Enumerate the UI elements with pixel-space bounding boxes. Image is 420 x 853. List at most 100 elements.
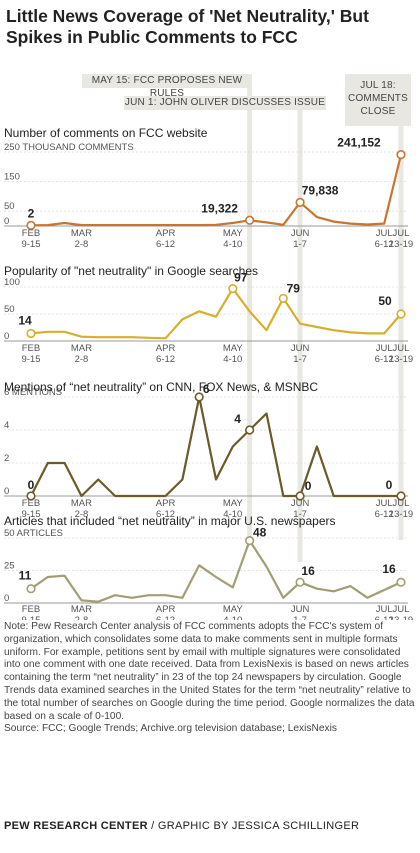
data-label-p1-1: 97 [234, 271, 248, 285]
y-tick-label-p3-2: 0 [4, 593, 9, 604]
y-tick-label-p2-1: 4 [4, 420, 9, 431]
note-body: Note: Pew Research Center analysis of FC… [4, 621, 415, 722]
data-point-p2-0 [26, 491, 36, 501]
x-tick-label-p3-4-1: 1-7 [293, 615, 307, 620]
source-text: Source: FCC; Google Trends; Archive.org … [4, 723, 337, 735]
data-label-p2-4: 0 [386, 478, 393, 492]
y-tick-label-p0-0: 250 THOUSAND COMMENTS [4, 142, 134, 153]
x-tick-label-p2-0-1: 9-15 [21, 509, 40, 520]
x-tick-label-p3-2-0: APR [156, 604, 176, 615]
y-tick-label-p3-1: 25 [4, 561, 15, 572]
panel-title-comments: Number of comments on FCC website [4, 126, 208, 140]
data-label-p0-3: 241,152 [337, 136, 381, 150]
x-tick-label-p3-6-1: 13-19 [389, 615, 413, 620]
x-tick-label-p0-4-1: 1-7 [293, 239, 307, 250]
x-tick-label-p2-2-0: APR [156, 498, 176, 509]
data-point-p0-3 [396, 150, 406, 160]
panel-title-tv: Mentions of “net neutrality” on CNN, FOX… [4, 380, 319, 394]
x-tick-label-p2-2-1: 6-12 [156, 509, 175, 520]
panel-title-newspapers: Articles that included “net neutrality” … [4, 514, 336, 528]
data-point-p2-1 [194, 392, 204, 402]
x-tick-label-p0-1-1: 2-8 [75, 239, 89, 250]
x-tick-label-p3-5-0: JUL [376, 604, 393, 615]
x-tick-label-p1-3-1: 4-10 [223, 354, 242, 365]
y-tick-label-p3-0: 50 ARTICLES [4, 528, 63, 539]
x-tick-label-p3-5-1: 6-12 [375, 615, 394, 620]
y-tick-label-p2-2: 2 [4, 453, 9, 464]
y-tick-label-p1-2: 0 [4, 331, 9, 342]
x-tick-label-p1-1-0: MAR [71, 343, 92, 354]
footer: PEW RESEARCH CENTER / GRAPHIC BY JESSICA… [4, 820, 359, 832]
data-point-p0-0 [26, 220, 36, 231]
x-tick-label-p2-3-1: 4-10 [223, 509, 242, 520]
x-tick-label-p2-1-1: 2-8 [75, 509, 89, 520]
note-text: Note: Pew Research Center analysis of FC… [4, 621, 416, 736]
x-tick-label-p1-3-0: MAY [223, 343, 244, 354]
y-tick-label-p1-0: 100 [4, 277, 20, 288]
y-tick-label-p0-2: 50 [4, 201, 15, 212]
x-tick-label-p0-6-1: 13-19 [389, 239, 413, 250]
y-tick-label-p2-0: 6 MENTIONS [4, 387, 62, 398]
x-tick-label-p1-5-0: JUL [376, 343, 393, 354]
x-tick-label-p1-4-0: JUN [291, 343, 310, 354]
x-tick-label-p3-0-0: FEB [22, 604, 40, 615]
x-tick-label-p2-4-0: JUN [291, 498, 310, 509]
data-label-p2-2: 4 [234, 412, 241, 426]
x-tick-label-p1-2-0: APR [156, 343, 176, 354]
series-line-p0 [30, 154, 403, 227]
x-tick-label-p0-4-0: JUN [291, 228, 310, 239]
y-tick-label-p1-1: 50 [4, 304, 15, 315]
x-tick-label-p0-6-0: JUL [393, 228, 410, 239]
x-tick-label-p2-4-1: 1-7 [293, 509, 307, 520]
footer-credit: / GRAPHIC BY JESSICA SCHILLINGER [147, 820, 360, 832]
chart-canvas: 250 THOUSAND COMMENTS 150 50 0 2 19,322 79,838… [4, 88, 413, 620]
x-tick-label-p0-0-0: FEB [22, 228, 40, 239]
x-tick-label-p2-3-0: MAY [223, 498, 244, 509]
series-line-p1 [30, 287, 402, 340]
x-tick-label-p0-5-0: JUL [376, 228, 393, 239]
y-tick-label-p0-1: 150 [4, 172, 20, 183]
x-tick-label-p1-2-1: 6-12 [156, 354, 175, 365]
data-label-p3-2: 16 [301, 564, 315, 578]
x-tick-label-p3-3-0: MAY [223, 604, 244, 615]
x-tick-label-p2-6-1: 13-19 [389, 509, 413, 520]
x-tick-label-p0-3-1: 4-10 [223, 239, 242, 250]
x-tick-label-p0-2-1: 6-12 [156, 239, 175, 250]
data-label-p2-0: 0 [28, 478, 35, 492]
data-point-p1-2 [278, 293, 288, 303]
x-tick-label-p0-0-1: 9-15 [21, 239, 40, 250]
data-label-p2-3: 0 [305, 479, 312, 493]
data-point-p0-2 [295, 197, 305, 207]
x-tick-label-p2-5-0: JUL [376, 498, 393, 509]
x-tick-label-p2-0-0: FEB [22, 498, 40, 509]
series-line-p3 [30, 539, 402, 603]
x-tick-label-p0-5-1: 6-12 [375, 239, 394, 250]
x-tick-label-p2-5-1: 6-12 [375, 509, 394, 520]
data-label-p3-0: 11 [19, 569, 32, 583]
data-point-p3-2 [295, 577, 305, 587]
data-label-p0-0: 2 [28, 206, 35, 220]
x-tick-label-p1-5-1: 6-12 [375, 354, 394, 365]
data-point-p1-1 [228, 284, 238, 294]
series-line-p2 [30, 395, 401, 498]
data-point-p3-3 [396, 577, 406, 587]
annotation-band-oliver [297, 110, 303, 562]
data-point-p3-1 [245, 535, 255, 546]
data-point-p3-0 [26, 584, 36, 594]
data-label-p0-1: 19,322 [201, 201, 238, 215]
page-title: Little News Coverage of 'Net Neutrality,… [6, 6, 369, 47]
x-tick-label-p2-1-0: MAR [71, 498, 92, 509]
x-tick-label-p1-6-0: JUL [393, 343, 410, 354]
x-tick-label-p1-1-1: 2-8 [75, 354, 89, 365]
data-label-p1-3: 50 [378, 294, 392, 308]
annotation-fcc-proposes: MAY 15: FCC PROPOSES NEW RULES [82, 74, 252, 99]
data-label-p1-0: 14 [18, 313, 32, 327]
data-label-p1-2: 79 [287, 281, 301, 295]
x-tick-label-p3-4-0: JUN [291, 604, 310, 615]
data-point-p2-3 [295, 491, 305, 501]
x-tick-label-p0-3-0: MAY [223, 228, 244, 239]
x-tick-label-p3-1-0: MAR [71, 604, 92, 615]
y-tick-label-p2-3: 0 [4, 486, 9, 497]
x-tick-label-p0-1-0: MAR [71, 228, 92, 239]
data-point-p1-3 [396, 309, 406, 319]
